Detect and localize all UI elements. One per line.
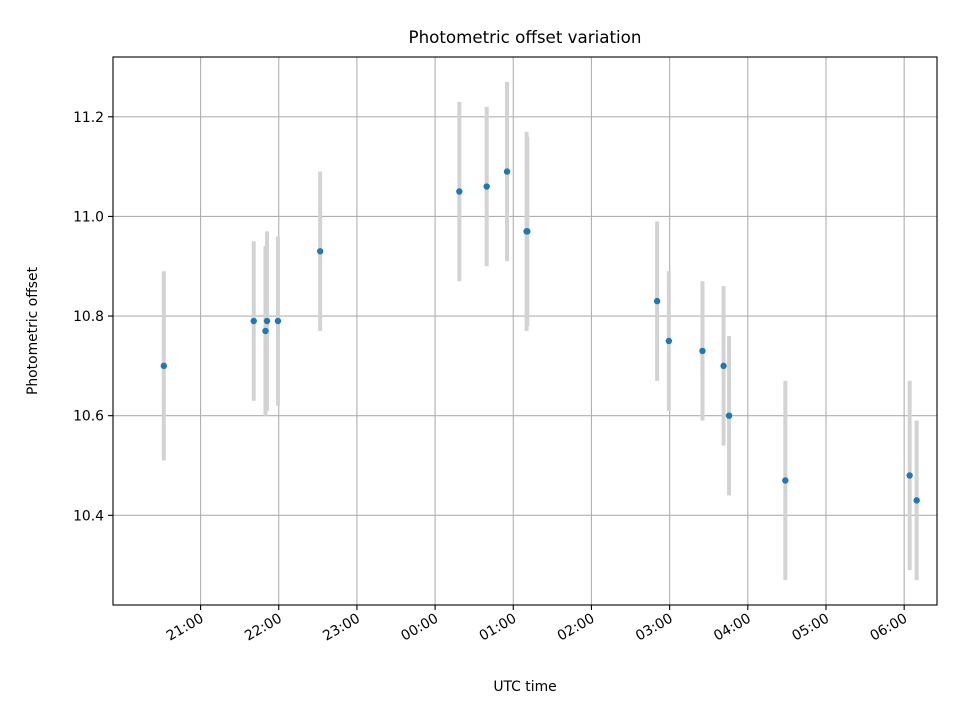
- chart-title: Photometric offset variation: [409, 27, 642, 47]
- data-point: [913, 497, 920, 504]
- data-point: [524, 228, 531, 235]
- data-point: [483, 183, 490, 190]
- data-point: [456, 188, 463, 195]
- data-point: [160, 362, 168, 370]
- data-point: [263, 317, 271, 325]
- y-tick-label: 10.4: [73, 508, 104, 524]
- data-point: [665, 337, 673, 345]
- y-axis-label: Photometric offset: [25, 266, 41, 395]
- y-tick-label: 11.2: [73, 110, 104, 126]
- data-point: [274, 317, 282, 325]
- data-point: [653, 297, 661, 305]
- data-point: [699, 347, 706, 355]
- point-layer: [160, 168, 920, 504]
- plot-frame: [112, 56, 938, 606]
- x-axis-label: UTC time: [493, 679, 556, 695]
- data-point: [503, 168, 511, 175]
- data-point: [316, 248, 324, 255]
- data-point: [782, 477, 789, 484]
- data-point: [250, 317, 257, 325]
- data-point: [720, 362, 727, 370]
- data-point: [906, 472, 913, 479]
- data-point: [262, 327, 269, 335]
- y-tick-label: 10.8: [73, 309, 104, 325]
- y-tick-label: 10.6: [73, 409, 104, 425]
- y-tick-label: 11.0: [73, 209, 104, 225]
- data-point: [725, 412, 733, 419]
